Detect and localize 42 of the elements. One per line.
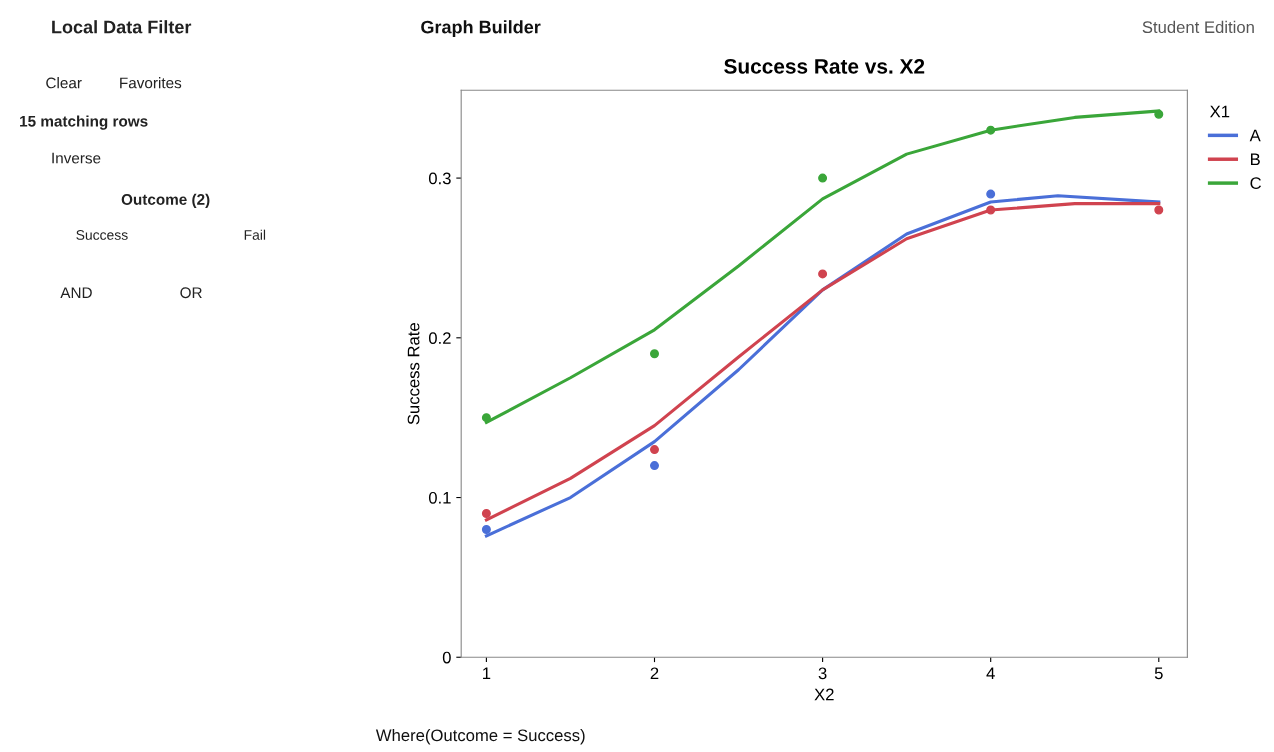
text: Local Data Filter: [52, 20, 192, 34]
chart-title: Success Rate vs. X2: [724, 59, 925, 74]
x-tick-label: 2: [650, 667, 659, 680]
legend-label: A: [1249, 129, 1261, 142]
x-tick-label: 3: [818, 667, 827, 680]
text: Clear: [46, 77, 82, 89]
y-tick-label: 0: [442, 651, 451, 664]
text: Success: [76, 230, 128, 240]
text: Fail: [244, 229, 266, 240]
text: Graph Builder: [421, 20, 541, 37]
point: [818, 173, 828, 183]
text: Where(Outcome = Success): [375, 728, 585, 745]
point: [481, 509, 491, 518]
text: AND: [60, 287, 92, 298]
legend-label: B: [1251, 153, 1260, 166]
point: [986, 205, 996, 215]
text: Outcome (2): [121, 193, 210, 208]
text: Inverse: [52, 152, 101, 164]
y-axis-title: Success Rate: [407, 323, 420, 425]
x-axis-title: X2: [814, 688, 834, 701]
y-tick-label: 0.1: [428, 491, 451, 504]
legend-label: C: [1250, 177, 1262, 190]
point: [481, 524, 491, 534]
point: [986, 125, 996, 135]
point: [818, 269, 828, 279]
legend-title: X1: [1210, 105, 1230, 118]
point: [650, 349, 659, 359]
x-tick-label: 1: [483, 667, 491, 680]
point: [1154, 205, 1164, 215]
x-tick-label: 5: [1154, 667, 1163, 680]
point: [481, 413, 491, 423]
point: [650, 445, 659, 455]
point: [650, 461, 659, 471]
y-tick-label: 0.3: [428, 172, 451, 185]
text: 15 matching rows: [20, 115, 148, 130]
point: [1154, 109, 1164, 119]
text: Student Edition: [1142, 20, 1254, 34]
text: Favorites: [120, 77, 182, 89]
text: OR: [180, 287, 202, 299]
point: [986, 189, 996, 199]
y-tick-label: 0.2: [428, 332, 451, 345]
x-tick-label: 4: [986, 667, 995, 680]
